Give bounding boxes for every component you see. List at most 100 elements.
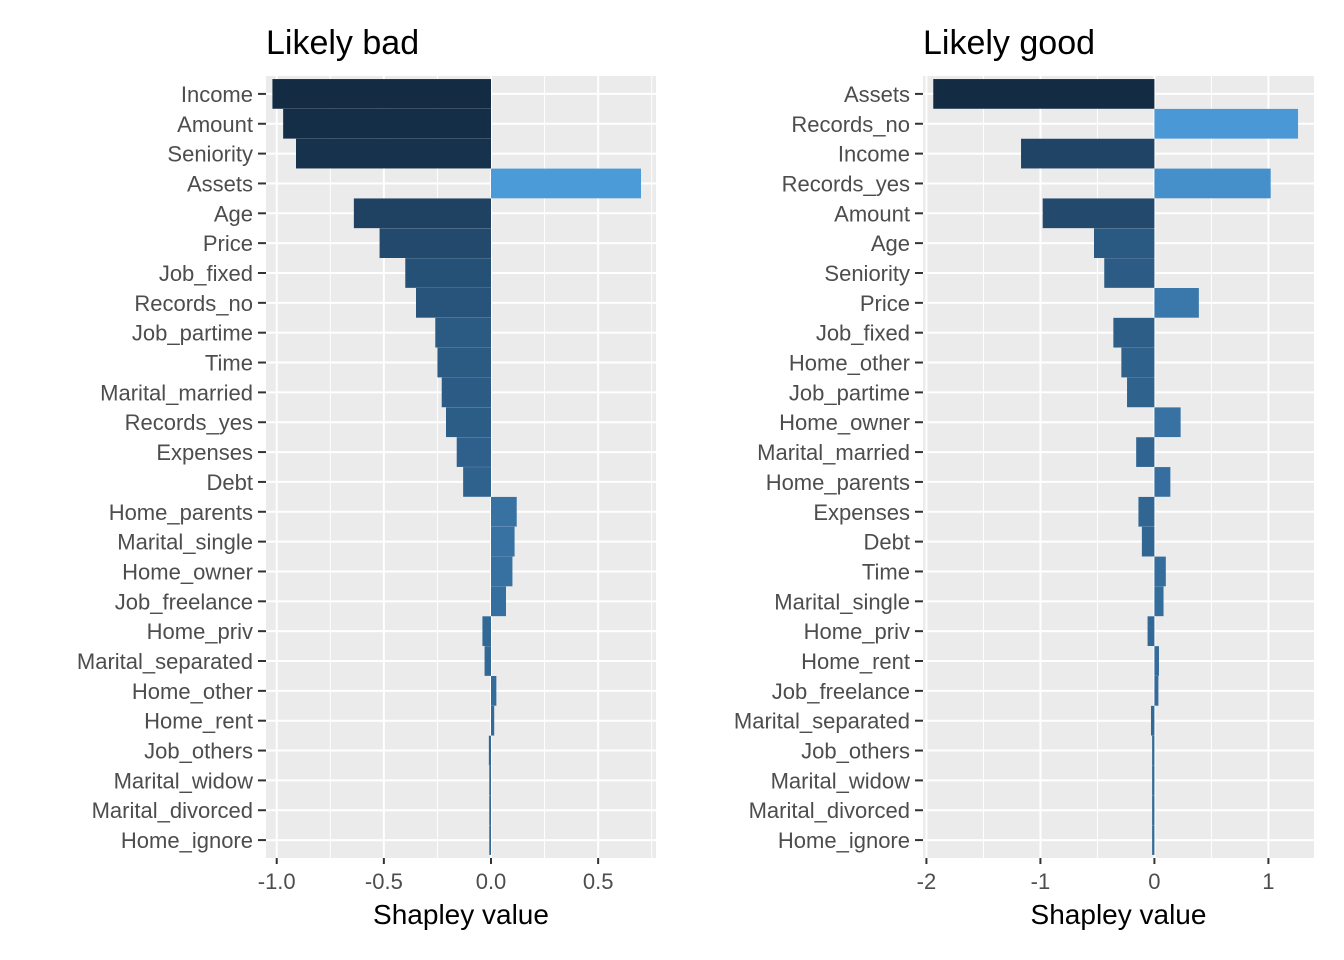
y-tick-label: Home_rent xyxy=(144,709,253,734)
bar-debt xyxy=(1141,526,1155,557)
y-tick-label: Job_others xyxy=(144,739,253,764)
y-tick-label: Price xyxy=(203,231,253,256)
bar-job-others xyxy=(488,735,491,766)
y-tick-label: Home_ignore xyxy=(778,828,910,853)
y-tick-label: Home_other xyxy=(132,679,253,704)
bar-amount xyxy=(1042,198,1155,229)
y-tick-label: Marital_single xyxy=(117,530,253,555)
y-tick-label: Marital_divorced xyxy=(92,798,253,823)
bar-age xyxy=(353,198,491,229)
y-tick-label: Price xyxy=(860,291,910,316)
y-tick-label: Marital_widow xyxy=(771,768,910,793)
y-tick-label: Job_others xyxy=(801,739,910,764)
y-tick-label: Expenses xyxy=(813,500,910,525)
y-axis: Income Amount Seniority Assets Age Price Job_f… xyxy=(77,82,266,853)
y-tick-label: Home_rent xyxy=(801,649,910,674)
bar-marital-widow xyxy=(489,765,491,796)
bar-home-ignore xyxy=(1152,825,1155,855)
y-tick-label: Job_fixed xyxy=(159,261,253,286)
x-tick-label: -0.5 xyxy=(365,869,403,894)
bar-marital-married xyxy=(441,377,491,408)
y-tick-label: Debt xyxy=(207,470,253,495)
y-tick-label: Records_yes xyxy=(782,171,910,196)
y-tick-label: Home_parents xyxy=(109,500,253,525)
y-tick-label: Income xyxy=(181,82,253,107)
bar-assets xyxy=(933,79,1155,109)
y-tick-label: Time xyxy=(205,351,253,376)
bar-time xyxy=(437,347,491,378)
bar-job-fixed xyxy=(1113,317,1155,348)
y-tick-label: Marital_married xyxy=(757,440,910,465)
x-tick-label: -1 xyxy=(1031,869,1051,894)
bar-records-no xyxy=(416,287,491,318)
bar-debt xyxy=(463,467,491,497)
bar-income xyxy=(272,79,491,109)
bar-home-priv xyxy=(1147,616,1155,647)
y-tick-label: Marital_widow xyxy=(114,768,253,793)
bar-job-freelance xyxy=(1154,676,1159,706)
y-tick-label: Amount xyxy=(177,112,253,137)
bar-marital-separated xyxy=(1150,705,1155,736)
y-tick-label: Time xyxy=(862,559,910,584)
bar-records-yes xyxy=(1154,168,1271,199)
bars xyxy=(272,79,641,855)
bar-records-no xyxy=(1154,108,1299,139)
bar-job-partime xyxy=(1127,377,1155,408)
y-tick-label: Home_ignore xyxy=(121,828,253,853)
bar-marital-divorced xyxy=(489,795,491,826)
y-axis: Assets Records_no Income Records_yes Amount A… xyxy=(734,82,923,853)
y-tick-label: Job_fixed xyxy=(816,321,910,346)
bars xyxy=(933,79,1299,855)
y-tick-label: Home_parents xyxy=(766,470,910,495)
panel-likely-bad: Income Amount Seniority Assets Age Price Job_f… xyxy=(77,24,656,930)
bar-job-others xyxy=(1152,735,1155,766)
y-tick-label: Income xyxy=(838,142,910,167)
bar-price xyxy=(379,228,491,258)
bar-seniority xyxy=(296,138,491,169)
bar-home-parents xyxy=(1154,467,1171,497)
bar-expenses xyxy=(456,437,491,467)
y-tick-label: Age xyxy=(214,201,253,226)
y-tick-label: Job_partime xyxy=(132,321,253,346)
bar-marital-single xyxy=(491,526,515,557)
chart-title: Likely bad xyxy=(266,24,419,62)
bar-time xyxy=(1154,556,1166,587)
y-tick-label: Records_no xyxy=(791,112,910,137)
bar-marital-single xyxy=(1154,586,1164,617)
x-tick-label: -2 xyxy=(917,869,937,894)
x-tick-label: 1 xyxy=(1262,869,1274,894)
bar-assets xyxy=(491,168,641,199)
y-tick-label: Home_owner xyxy=(779,410,910,435)
bar-amount xyxy=(283,108,491,139)
y-tick-label: Marital_single xyxy=(774,589,910,614)
x-tick-label: 0 xyxy=(1148,869,1160,894)
bar-home-rent xyxy=(491,705,495,736)
bar-marital-separated xyxy=(484,646,491,676)
y-tick-label: Home_priv xyxy=(147,619,253,644)
x-tick-label: -1.0 xyxy=(258,869,296,894)
bar-expenses xyxy=(1138,496,1155,527)
bar-job-fixed xyxy=(405,258,491,288)
y-tick-label: Seniority xyxy=(167,142,253,167)
major-gridlines xyxy=(923,76,1314,858)
x-axis-title: Shapley value xyxy=(1031,899,1207,930)
y-tick-label: Job_partime xyxy=(789,380,910,405)
bar-job-partime xyxy=(435,317,491,348)
bar-age xyxy=(1093,228,1155,258)
y-tick-label: Records_no xyxy=(134,291,253,316)
bar-home-ignore xyxy=(489,825,491,855)
y-tick-label: Job_freelance xyxy=(772,679,910,704)
y-tick-label: Assets xyxy=(187,171,253,196)
x-axis: -1.0 -0.5 0.0 0.5 xyxy=(258,858,613,894)
y-tick-label: Marital_divorced xyxy=(749,798,910,823)
y-tick-label: Expenses xyxy=(156,440,253,465)
bar-seniority xyxy=(1104,258,1155,288)
bar-home-priv xyxy=(482,616,491,647)
bar-home-other xyxy=(1121,347,1155,378)
bar-income xyxy=(1021,138,1155,169)
y-tick-label: Records_yes xyxy=(125,410,253,435)
y-tick-label: Home_other xyxy=(789,351,910,376)
y-tick-label: Marital_separated xyxy=(734,709,910,734)
y-tick-label: Seniority xyxy=(824,261,910,286)
